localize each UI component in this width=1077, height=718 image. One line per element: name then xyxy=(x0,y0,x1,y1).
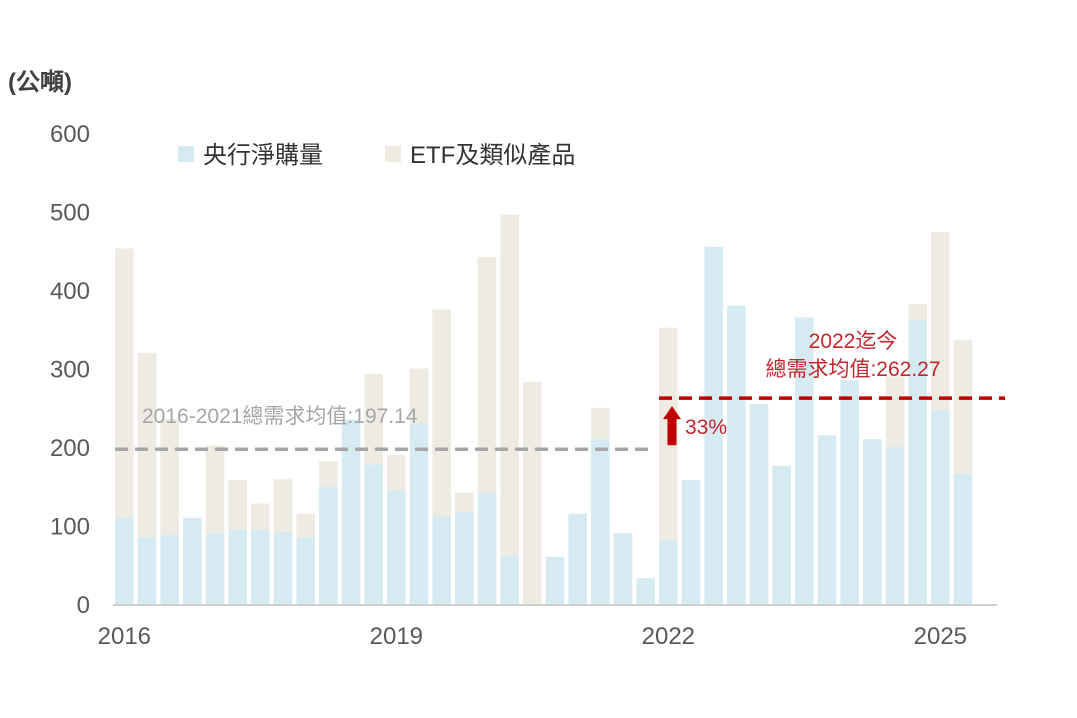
bar-central-bank xyxy=(953,473,973,604)
bar-etf xyxy=(251,503,270,530)
bar-etf xyxy=(432,309,451,517)
bar-etf xyxy=(205,445,225,534)
bar-etf xyxy=(885,376,905,447)
bar-etf xyxy=(137,352,157,538)
bar-etf xyxy=(387,454,406,491)
y-tick-label: 200 xyxy=(50,435,90,462)
bar-central-bank xyxy=(795,317,814,604)
bar-central-bank xyxy=(409,423,429,604)
bar-etf xyxy=(523,381,542,604)
x-tick-label: 2016 xyxy=(98,623,151,650)
bar-central-bank xyxy=(885,447,905,604)
legend-label-etf: ETF及類似產品 xyxy=(410,142,575,169)
bar-central-bank xyxy=(908,319,927,604)
bar-central-bank xyxy=(863,439,882,604)
bar-etf xyxy=(953,340,973,474)
bar-central-bank xyxy=(568,513,587,604)
x-tick-label: 2022 xyxy=(642,623,695,650)
legend-label-central-bank: 央行淨購量 xyxy=(203,142,323,169)
bar-central-bank xyxy=(772,465,791,604)
bar-etf xyxy=(160,418,179,535)
bar-etf xyxy=(455,492,474,513)
bar-central-bank xyxy=(704,246,723,604)
bar-central-bank xyxy=(455,512,474,604)
bar-central-bank xyxy=(432,516,451,604)
y-axis-unit-label: (公噸) xyxy=(8,69,72,96)
bar-etf xyxy=(228,479,247,530)
growth-arrow-icon xyxy=(663,406,681,446)
bar-etf xyxy=(364,374,383,465)
bar-etf xyxy=(477,257,497,493)
bar-etf xyxy=(296,513,315,538)
bar-central-bank xyxy=(115,517,134,604)
bar-central-bank xyxy=(545,556,565,604)
x-tick-label: 2019 xyxy=(370,623,423,650)
legend: 央行淨購量 ETF及類似產品 xyxy=(178,142,575,169)
bar-central-bank xyxy=(160,534,179,604)
x-tick-label: 2025 xyxy=(914,623,967,650)
bar-central-bank xyxy=(205,533,225,604)
bar-central-bank xyxy=(477,492,497,604)
y-tick-label: 500 xyxy=(50,200,90,227)
bar-central-bank xyxy=(840,380,859,604)
y-tick-label: 0 xyxy=(77,592,90,619)
y-tick-label: 400 xyxy=(50,278,90,305)
bar-central-bank xyxy=(341,419,361,604)
bar-etf xyxy=(273,479,293,532)
bar-central-bank xyxy=(137,537,157,604)
bar-central-bank xyxy=(749,403,769,604)
bar-central-bank xyxy=(817,435,837,604)
bar-central-bank xyxy=(387,490,406,604)
y-tick-label: 300 xyxy=(50,357,90,384)
bar-central-bank xyxy=(228,529,247,604)
avg-label-2022-now-line2: 總需求均值:262.27 xyxy=(765,358,940,381)
growth-percent-label: 33% xyxy=(685,416,727,439)
x-axis-ticks: 2016 2019 2022 2025 xyxy=(98,623,967,650)
avg-label-2016-2021: 2016-2021總需求均值:197.14 xyxy=(142,405,418,428)
bar-central-bank xyxy=(727,305,746,604)
bar-etf xyxy=(500,214,519,556)
bar-central-bank xyxy=(613,533,633,604)
y-tick-label: 100 xyxy=(50,514,90,541)
bar-etf xyxy=(591,407,610,440)
bar-etf xyxy=(115,248,134,518)
legend-swatch-etf xyxy=(385,146,401,162)
legend-swatch-central-bank xyxy=(178,146,194,162)
y-tick-label: 600 xyxy=(50,121,90,148)
bar-central-bank xyxy=(251,529,270,604)
bar-etf xyxy=(931,231,950,411)
avg-label-2022-now-line1: 2022迄今 xyxy=(809,330,898,353)
bar-central-bank xyxy=(931,410,950,604)
bar-central-bank xyxy=(591,439,610,604)
bar-central-bank xyxy=(364,464,383,604)
bar-etf xyxy=(409,368,429,424)
bar-etf xyxy=(319,461,338,487)
bar-etf xyxy=(908,304,927,320)
bars-group xyxy=(115,214,973,604)
bar-central-bank xyxy=(273,531,293,604)
bar-central-bank xyxy=(681,479,701,604)
bar-central-bank xyxy=(319,486,338,604)
bar-central-bank xyxy=(500,555,519,604)
bar-central-bank xyxy=(183,517,202,604)
bar-central-bank xyxy=(659,539,678,604)
bar-central-bank xyxy=(636,578,655,604)
y-axis-ticks: 0 100 200 300 400 500 600 xyxy=(50,121,90,619)
bar-central-bank xyxy=(296,537,315,604)
